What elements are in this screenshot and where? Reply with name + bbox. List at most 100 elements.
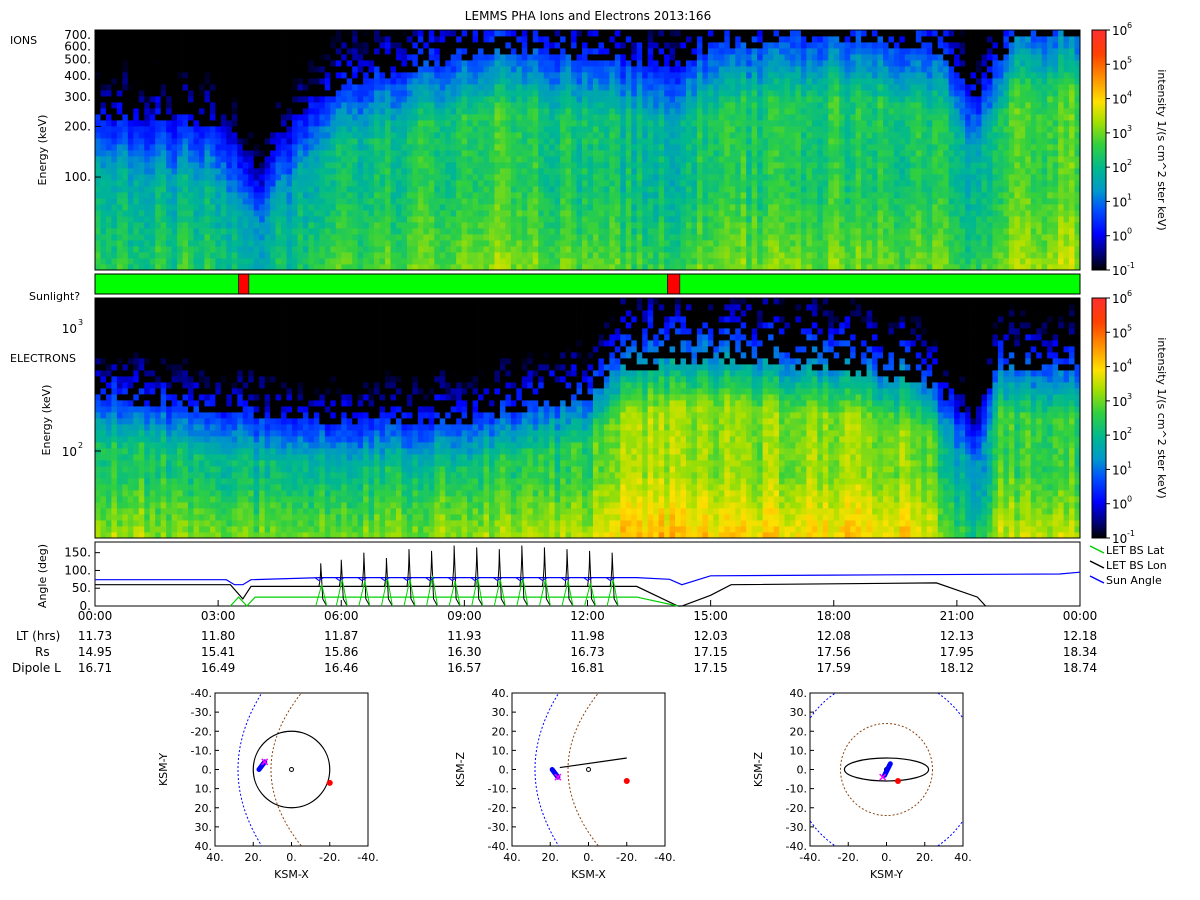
spectrogram-cell: [483, 246, 490, 253]
spectrogram-cell: [335, 42, 342, 49]
spectrogram-cell: [346, 126, 353, 133]
spectrogram-cell: [740, 54, 747, 61]
spectrogram-cell: [664, 162, 670, 169]
spectrogram-cell: [308, 246, 315, 253]
spectrogram-cell: [664, 36, 670, 43]
spectrogram-cell: [308, 234, 315, 241]
spectrogram-cell: [270, 180, 276, 187]
spectrogram-cell: [204, 126, 211, 133]
spectrogram-cell: [554, 180, 561, 187]
spectrogram-cell: [439, 78, 446, 85]
spectrogram-cell: [133, 42, 140, 49]
spectrogram-cell: [100, 210, 107, 217]
spectrogram-cell: [111, 162, 118, 169]
spectrogram-cell: [122, 30, 129, 37]
spectrogram-cell: [505, 240, 512, 247]
spectrogram-cell: [478, 108, 484, 115]
spectrogram-cell: [127, 126, 134, 133]
spectrogram-cell: [209, 240, 216, 247]
spectrogram-cell: [560, 216, 567, 223]
spectrogram-cell: [335, 90, 342, 97]
spectrogram-cell: [532, 90, 539, 97]
spectrogram-cell: [658, 162, 665, 169]
spectrogram-cell: [428, 126, 435, 133]
spectrogram-cell: [182, 84, 189, 91]
spectrogram-cell: [149, 216, 156, 223]
spectrogram-cell: [270, 222, 276, 229]
spectrogram-cell: [439, 54, 446, 61]
spectrogram-cell: [177, 108, 183, 115]
spectrogram-cell: [768, 198, 774, 205]
spectrogram-cell: [598, 228, 605, 235]
spectrogram-cell: [215, 156, 222, 163]
spectrogram-cell: [111, 120, 118, 127]
spectrogram-cell: [144, 180, 151, 187]
spectrogram-cell: [390, 120, 397, 127]
spectrogram-cell: [215, 66, 222, 73]
spectrogram-cell: [434, 240, 441, 247]
spectrogram-cell: [456, 96, 463, 103]
spectrogram-cell: [592, 156, 599, 163]
spectrogram-cell: [379, 120, 386, 127]
spectrogram-cell: [423, 144, 430, 151]
spectrogram-cell: [209, 264, 216, 271]
spectrogram-cell: [166, 246, 173, 253]
spectrogram-cell: [494, 210, 501, 217]
spectrogram-cell: [598, 144, 605, 151]
spectrogram-cell: [160, 204, 167, 211]
spectrogram-cell: [324, 108, 331, 115]
spectrogram-cell: [642, 30, 649, 37]
spectrogram-cell: [302, 156, 309, 163]
spectrogram-cell: [576, 246, 583, 253]
spectrogram-cell: [111, 192, 118, 199]
spectrogram-cell: [729, 60, 736, 67]
spectrogram-cell: [647, 138, 654, 145]
spectrogram-cell: [614, 198, 621, 205]
spectrogram-cell: [614, 120, 621, 127]
spectrogram-cell: [395, 132, 402, 139]
spectrogram-cell: [368, 84, 375, 91]
spectrogram-cell: [122, 204, 129, 211]
spectrogram-cell: [587, 228, 594, 235]
spectrogram-cell: [746, 228, 753, 235]
spectrogram-cell: [390, 72, 397, 79]
spectrogram-cell: [324, 84, 331, 91]
spectrogram-cell: [653, 126, 660, 133]
spectrogram-cell: [478, 48, 484, 55]
spectrogram-cell: [182, 54, 189, 61]
spectrogram-cell: [505, 234, 512, 241]
spectrogram-cell: [582, 216, 588, 223]
spectrogram-cell: [516, 162, 523, 169]
spectrogram-cell: [653, 264, 660, 271]
spectrogram-cell: [127, 162, 134, 169]
spectrogram-cell: [302, 60, 309, 67]
spectrogram-cell: [385, 138, 391, 145]
spectrogram-cell: [680, 210, 687, 217]
spectrogram-cell: [226, 90, 233, 97]
spectrogram-cell: [592, 120, 599, 127]
spectrogram-cell: [521, 84, 528, 91]
spectrogram-cell: [363, 66, 370, 73]
spectrogram-cell: [308, 168, 315, 175]
spectrogram-cell: [259, 126, 266, 133]
spectrogram-cell: [472, 138, 479, 145]
spectrogram-cell: [724, 216, 731, 223]
spectrogram-cell: [658, 246, 665, 253]
spectrogram-cell: [319, 30, 326, 37]
spectrogram-cell: [428, 72, 435, 79]
spectrogram-cell: [346, 72, 353, 79]
spectrogram-cell: [242, 144, 249, 151]
spectrogram-cell: [177, 114, 183, 121]
spectrogram-cell: [549, 204, 556, 211]
spectrogram-cell: [472, 210, 479, 217]
spectrogram-cell: [445, 174, 452, 181]
spectrogram-cell: [374, 258, 380, 265]
spectrogram-cell: [330, 126, 337, 133]
spectrogram-cell: [166, 174, 173, 181]
spectrogram-cell: [215, 132, 222, 139]
spectrogram-cell: [483, 54, 490, 61]
spectrogram-cell: [478, 192, 484, 199]
spectrogram-cell: [259, 30, 266, 37]
spectrogram-cell: [220, 108, 227, 115]
spectrogram-cell: [773, 78, 780, 85]
